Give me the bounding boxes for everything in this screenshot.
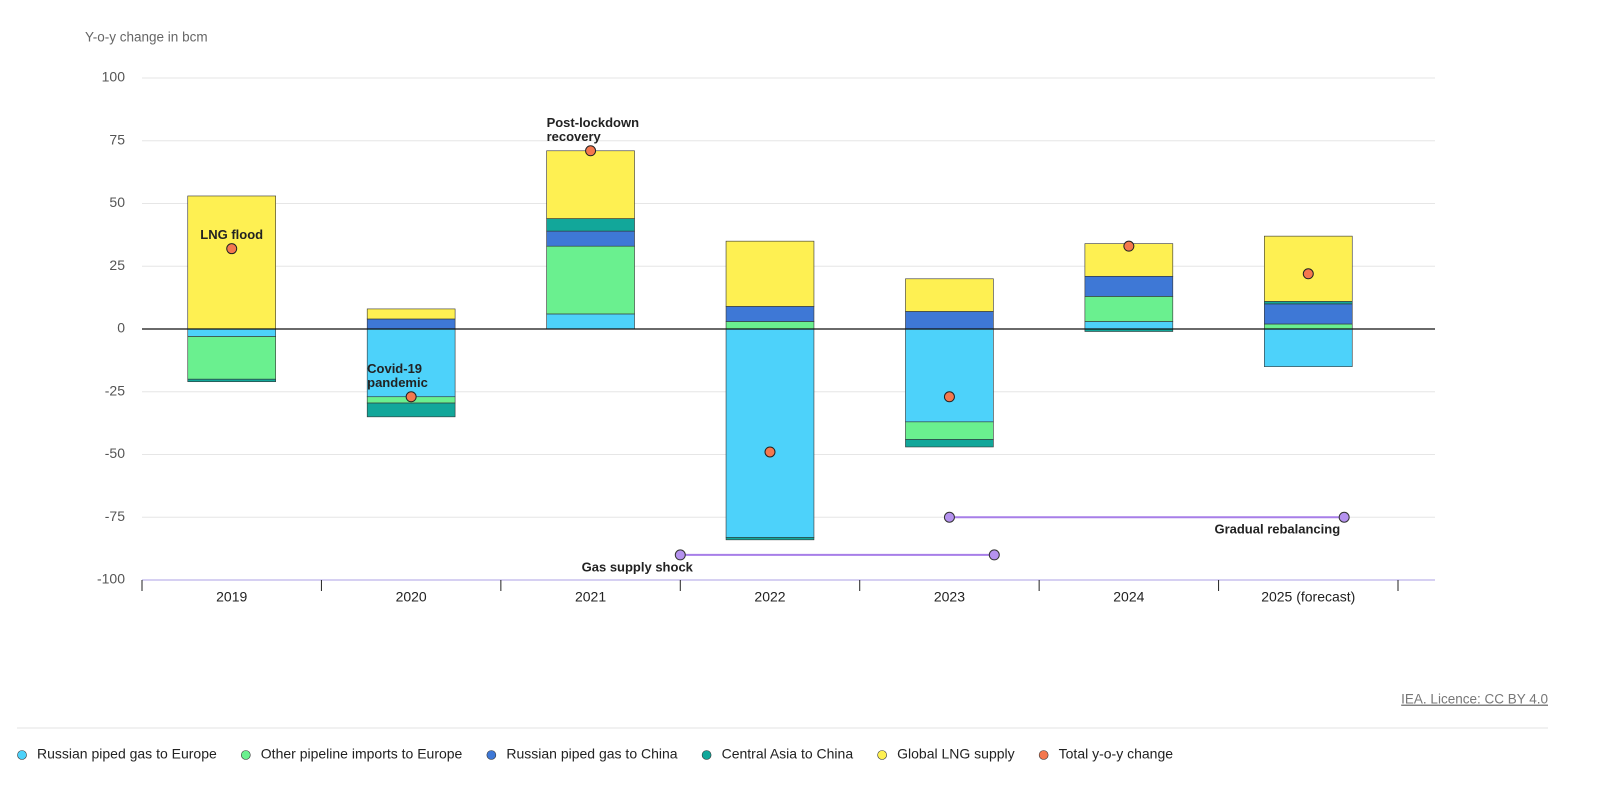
bar-segment: [546, 230, 635, 247]
bar-segment: [187, 328, 276, 337]
range-dot: [674, 549, 686, 561]
range-dot: [988, 549, 1000, 561]
bar-segment: [1084, 275, 1174, 297]
legend-marker: [701, 750, 712, 760]
bar-segment: [546, 150, 635, 219]
legend-marker: [486, 750, 497, 760]
legend-marker: [1038, 750, 1049, 760]
bar-segment: [546, 313, 635, 330]
x-tick-label: 2020: [396, 589, 427, 605]
bar-segment: [725, 537, 815, 541]
y-tick-label: 75: [109, 131, 125, 147]
bar-segment: [1084, 296, 1174, 322]
bar-segment: [187, 336, 276, 380]
bar-segment: [725, 306, 815, 322]
legend-marker: [17, 750, 27, 760]
bar-segment: [905, 328, 994, 423]
annotation: pandemic: [367, 375, 428, 390]
total-dot: [226, 243, 238, 255]
bar-segment: [1264, 301, 1353, 305]
source-link[interactable]: IEA. Licence: CC BY 4.0: [1401, 692, 1548, 707]
legend-label: Total y-o-y change: [1059, 746, 1174, 762]
legend-label: Global LNG supply: [897, 746, 1015, 762]
bar-segment: [187, 195, 276, 330]
annotation: Covid-19: [367, 361, 422, 376]
bar-segment: [1084, 243, 1174, 277]
bar-segment: [905, 421, 994, 440]
bar-segment: [1264, 303, 1353, 325]
bar-segment: [1264, 323, 1353, 330]
y-tick-label: -75: [105, 508, 125, 524]
range-label: Gradual rebalancing: [1214, 522, 1340, 537]
x-tick-label: 2022: [754, 589, 785, 605]
total-dot: [405, 391, 417, 403]
y-tick-label: -50: [105, 445, 125, 461]
bar-segment: [725, 328, 815, 538]
x-tick-label: 2019: [216, 589, 247, 605]
range-dot: [1338, 511, 1350, 523]
legend-marker: [877, 750, 887, 760]
x-tick-label: 2025 (forecast): [1261, 589, 1355, 605]
total-dot: [1302, 268, 1314, 280]
bar-segment: [905, 439, 994, 448]
range-label: Gas supply shock: [582, 559, 694, 574]
bar-segment: [366, 328, 456, 398]
bar-segment: [905, 278, 994, 312]
bar-segment: [1084, 321, 1174, 330]
annotation: LNG flood: [200, 227, 263, 242]
bar-segment: [546, 245, 635, 315]
bar-segment: [366, 402, 456, 418]
annotation: recovery: [547, 129, 602, 144]
total-dot: [1123, 240, 1135, 252]
y-tick-label: -100: [97, 571, 125, 587]
legend-label: Other pipeline imports to Europe: [261, 746, 463, 762]
total-dot: [943, 391, 955, 403]
bar-segment: [187, 378, 276, 383]
y-tick-label: 0: [117, 320, 125, 336]
y-tick-label: 100: [102, 69, 126, 85]
bar-segment: [366, 318, 456, 330]
legend-label: Russian piped gas to China: [506, 746, 677, 762]
y-axis-label: Y-o-y change in bcm: [85, 30, 208, 45]
bar-segment: [366, 308, 456, 320]
total-dot: [585, 145, 597, 157]
bar-segment: [905, 311, 994, 330]
bar-segment: [725, 321, 815, 330]
legend-label: Central Asia to China: [722, 746, 854, 762]
y-tick-label: -25: [105, 382, 125, 398]
x-tick-label: 2021: [575, 589, 606, 605]
bar-segment: [546, 218, 635, 232]
range-dot: [943, 511, 955, 523]
legend-marker: [240, 750, 251, 760]
x-tick-label: 2023: [934, 589, 965, 605]
annotation: Post-lockdown: [547, 115, 640, 130]
y-tick-label: 25: [109, 257, 125, 273]
total-dot: [764, 446, 776, 458]
y-tick-label: 50: [109, 194, 125, 210]
bar-segment: [725, 240, 815, 307]
legend-label: Russian piped gas to Europe: [37, 746, 217, 762]
bar-segment: [1264, 328, 1353, 367]
x-tick-label: 2024: [1113, 589, 1144, 605]
